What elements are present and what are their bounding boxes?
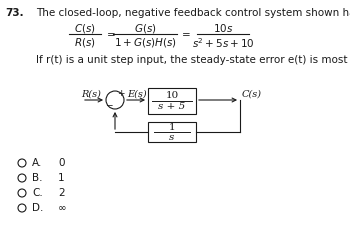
Text: The closed-loop, negative feedback control system shown has the transfer functio: The closed-loop, negative feedback contr… <box>36 8 350 18</box>
Text: $1+G(s)H(s)$: $1+G(s)H(s)$ <box>114 36 176 49</box>
Text: B.: B. <box>32 173 42 183</box>
Text: D.: D. <box>32 203 43 213</box>
Text: E(s): E(s) <box>127 90 147 99</box>
Text: =: = <box>107 30 116 40</box>
Text: s: s <box>169 133 175 142</box>
Text: $C(s)$: $C(s)$ <box>74 22 96 35</box>
Text: =: = <box>182 30 191 40</box>
Text: 2: 2 <box>58 188 65 198</box>
Text: C(s): C(s) <box>242 90 262 99</box>
Text: 73.: 73. <box>5 8 24 18</box>
Text: $G(s)$: $G(s)$ <box>134 22 156 35</box>
Text: $R(s)$: $R(s)$ <box>74 36 96 49</box>
Text: A.: A. <box>32 158 42 168</box>
FancyBboxPatch shape <box>148 88 196 114</box>
Text: −: − <box>105 100 113 109</box>
Text: C.: C. <box>32 188 43 198</box>
Text: R(s): R(s) <box>81 90 101 99</box>
Text: $10s$: $10s$ <box>213 22 233 34</box>
Text: s + 5: s + 5 <box>158 102 186 111</box>
Text: ∞: ∞ <box>58 203 66 213</box>
Text: 1: 1 <box>169 123 175 132</box>
Text: 0: 0 <box>58 158 64 168</box>
Text: If r(t) is a unit step input, the steady-state error e(t) is most nearly:: If r(t) is a unit step input, the steady… <box>36 55 350 65</box>
Text: 1: 1 <box>58 173 65 183</box>
Text: $s^2+5s+10$: $s^2+5s+10$ <box>191 36 254 50</box>
Text: 10: 10 <box>165 91 178 100</box>
FancyBboxPatch shape <box>148 122 196 142</box>
Text: +: + <box>117 89 125 98</box>
